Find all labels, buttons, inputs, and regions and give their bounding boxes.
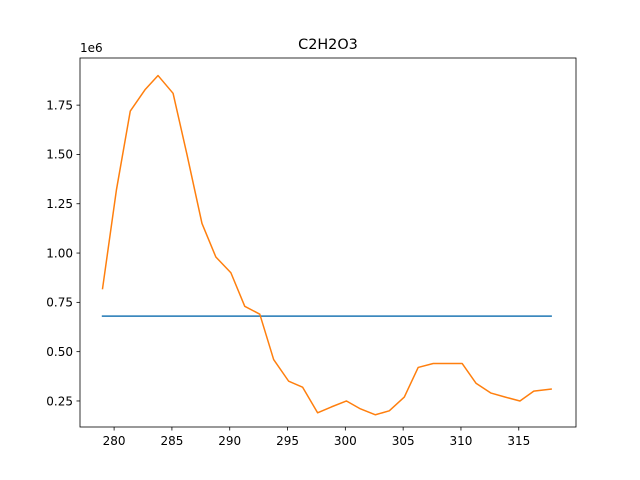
x-tick-label: 295	[276, 434, 299, 448]
x-tick-label: 300	[334, 434, 357, 448]
series-line-2	[101, 74, 552, 416]
x-tick-label: 310	[450, 434, 473, 448]
y-tick-label: 1.00	[46, 246, 73, 260]
y-offset-label: 1e6	[80, 41, 103, 55]
x-tick-label: 305	[392, 434, 415, 448]
y-tick-label: 1.25	[46, 197, 73, 211]
x-tick-label: 290	[218, 434, 241, 448]
y-tick-label: 0.50	[46, 345, 73, 359]
x-tick-label: 285	[160, 434, 183, 448]
y-tick-label: 1.50	[46, 148, 73, 162]
chart-title: C2H2O3	[298, 37, 358, 53]
x-tick-label: 280	[103, 434, 126, 448]
axes-frame	[79, 57, 577, 428]
y-tick-label: 0.75	[46, 296, 73, 310]
y-tick-label: 1.75	[46, 98, 73, 112]
plot-area: 280 285 290 295 300 305 310 315 0.25 0.50 0.75 1.00…	[46, 57, 577, 448]
x-tick-label: 315	[507, 434, 530, 448]
y-tick-label: 0.25	[46, 394, 73, 408]
